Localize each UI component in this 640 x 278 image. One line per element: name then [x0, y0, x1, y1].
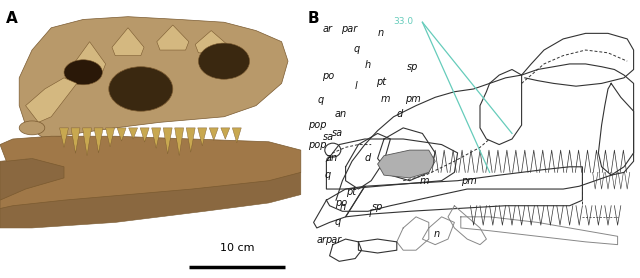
Polygon shape	[198, 128, 207, 146]
Ellipse shape	[109, 67, 173, 111]
Text: pm: pm	[405, 94, 420, 104]
Text: l: l	[355, 81, 358, 91]
Text: an: an	[326, 153, 337, 163]
Text: d: d	[397, 109, 403, 119]
Text: sa: sa	[332, 128, 343, 138]
Text: sp: sp	[407, 62, 419, 72]
Text: pt: pt	[346, 187, 356, 197]
Polygon shape	[209, 128, 218, 140]
Text: an: an	[335, 109, 347, 119]
Text: n: n	[378, 28, 384, 38]
Polygon shape	[0, 156, 301, 228]
Text: 10 cm: 10 cm	[220, 243, 254, 253]
Polygon shape	[378, 150, 435, 178]
Text: pop: pop	[308, 120, 326, 130]
Polygon shape	[117, 128, 126, 141]
Text: h: h	[365, 60, 371, 70]
Polygon shape	[152, 128, 161, 148]
Text: m: m	[419, 176, 429, 186]
Polygon shape	[163, 128, 172, 154]
Polygon shape	[221, 128, 230, 139]
Text: po: po	[322, 71, 335, 81]
Ellipse shape	[198, 43, 250, 79]
Text: pop: pop	[308, 140, 326, 150]
Text: n: n	[434, 229, 440, 239]
Polygon shape	[0, 136, 301, 208]
Polygon shape	[195, 31, 227, 53]
Text: sp: sp	[372, 202, 383, 212]
Text: pm: pm	[461, 176, 477, 186]
Polygon shape	[129, 128, 138, 139]
Text: h: h	[340, 202, 346, 212]
Polygon shape	[83, 128, 92, 156]
Text: 33.0: 33.0	[393, 17, 413, 26]
Text: par: par	[340, 24, 357, 34]
Text: m: m	[381, 94, 390, 104]
Polygon shape	[26, 78, 77, 122]
Text: q: q	[335, 217, 341, 227]
Polygon shape	[112, 28, 144, 56]
Polygon shape	[94, 128, 103, 153]
Text: ar: ar	[317, 235, 327, 245]
Text: A: A	[6, 11, 18, 26]
Text: po: po	[335, 198, 347, 208]
Text: l: l	[368, 209, 371, 219]
Text: B: B	[307, 11, 319, 26]
Text: q: q	[325, 170, 331, 180]
Polygon shape	[106, 128, 115, 147]
Text: ar: ar	[323, 24, 333, 34]
Text: pt: pt	[376, 77, 386, 87]
Text: sa: sa	[323, 132, 334, 142]
Ellipse shape	[64, 60, 102, 85]
Polygon shape	[60, 128, 68, 147]
Text: d: d	[364, 153, 371, 163]
Polygon shape	[157, 25, 189, 50]
Polygon shape	[186, 128, 195, 152]
Text: q: q	[317, 95, 324, 105]
Text: par: par	[324, 235, 341, 245]
Ellipse shape	[19, 121, 45, 135]
Polygon shape	[19, 17, 288, 139]
Polygon shape	[74, 42, 106, 72]
Polygon shape	[140, 128, 149, 142]
Polygon shape	[71, 128, 80, 153]
Text: q: q	[354, 44, 360, 54]
Polygon shape	[232, 128, 241, 143]
Polygon shape	[175, 128, 184, 156]
Ellipse shape	[325, 143, 341, 157]
